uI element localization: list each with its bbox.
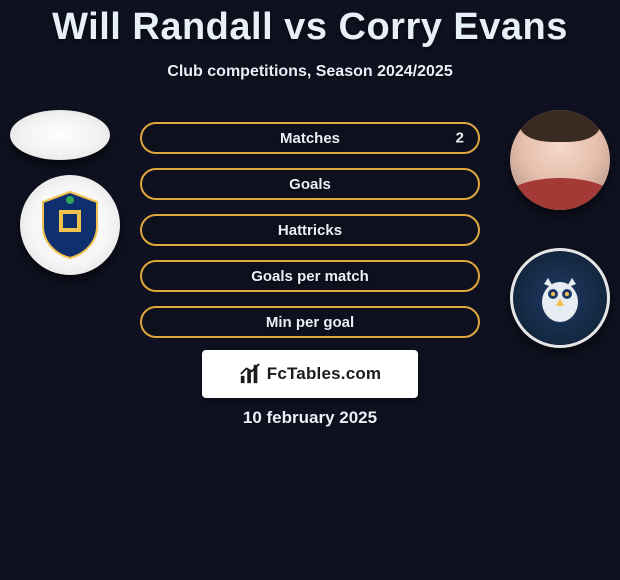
stat-row-min-per-goal: Min per goal	[140, 306, 480, 338]
stat-label: Matches	[280, 130, 340, 147]
stat-row-goals: Goals	[140, 168, 480, 200]
player-left-avatar	[10, 110, 110, 160]
shield-icon	[39, 190, 101, 260]
bar-chart-icon	[239, 363, 261, 385]
club-crest-left	[20, 175, 120, 275]
branding-box[interactable]: FcTables.com	[202, 350, 418, 398]
footer-date: 10 february 2025	[0, 408, 620, 428]
owl-icon	[530, 268, 590, 328]
player-right-avatar	[510, 110, 610, 210]
stat-value-right: 2	[456, 130, 464, 147]
stat-label: Goals per match	[251, 268, 369, 285]
page-subtitle: Club competitions, Season 2024/2025	[0, 63, 620, 81]
stat-label: Goals	[289, 176, 331, 193]
stat-row-matches: Matches 2	[140, 122, 480, 154]
stats-list: Matches 2 Goals Hattricks Goals per matc…	[140, 122, 480, 338]
branding-text: FcTables.com	[267, 364, 382, 384]
stat-row-goals-per-match: Goals per match	[140, 260, 480, 292]
page-title: Will Randall vs Corry Evans	[0, 0, 620, 49]
stat-label: Hattricks	[278, 222, 342, 239]
stat-label: Min per goal	[266, 314, 354, 331]
club-crest-right	[510, 248, 610, 348]
stat-row-hattricks: Hattricks	[140, 214, 480, 246]
